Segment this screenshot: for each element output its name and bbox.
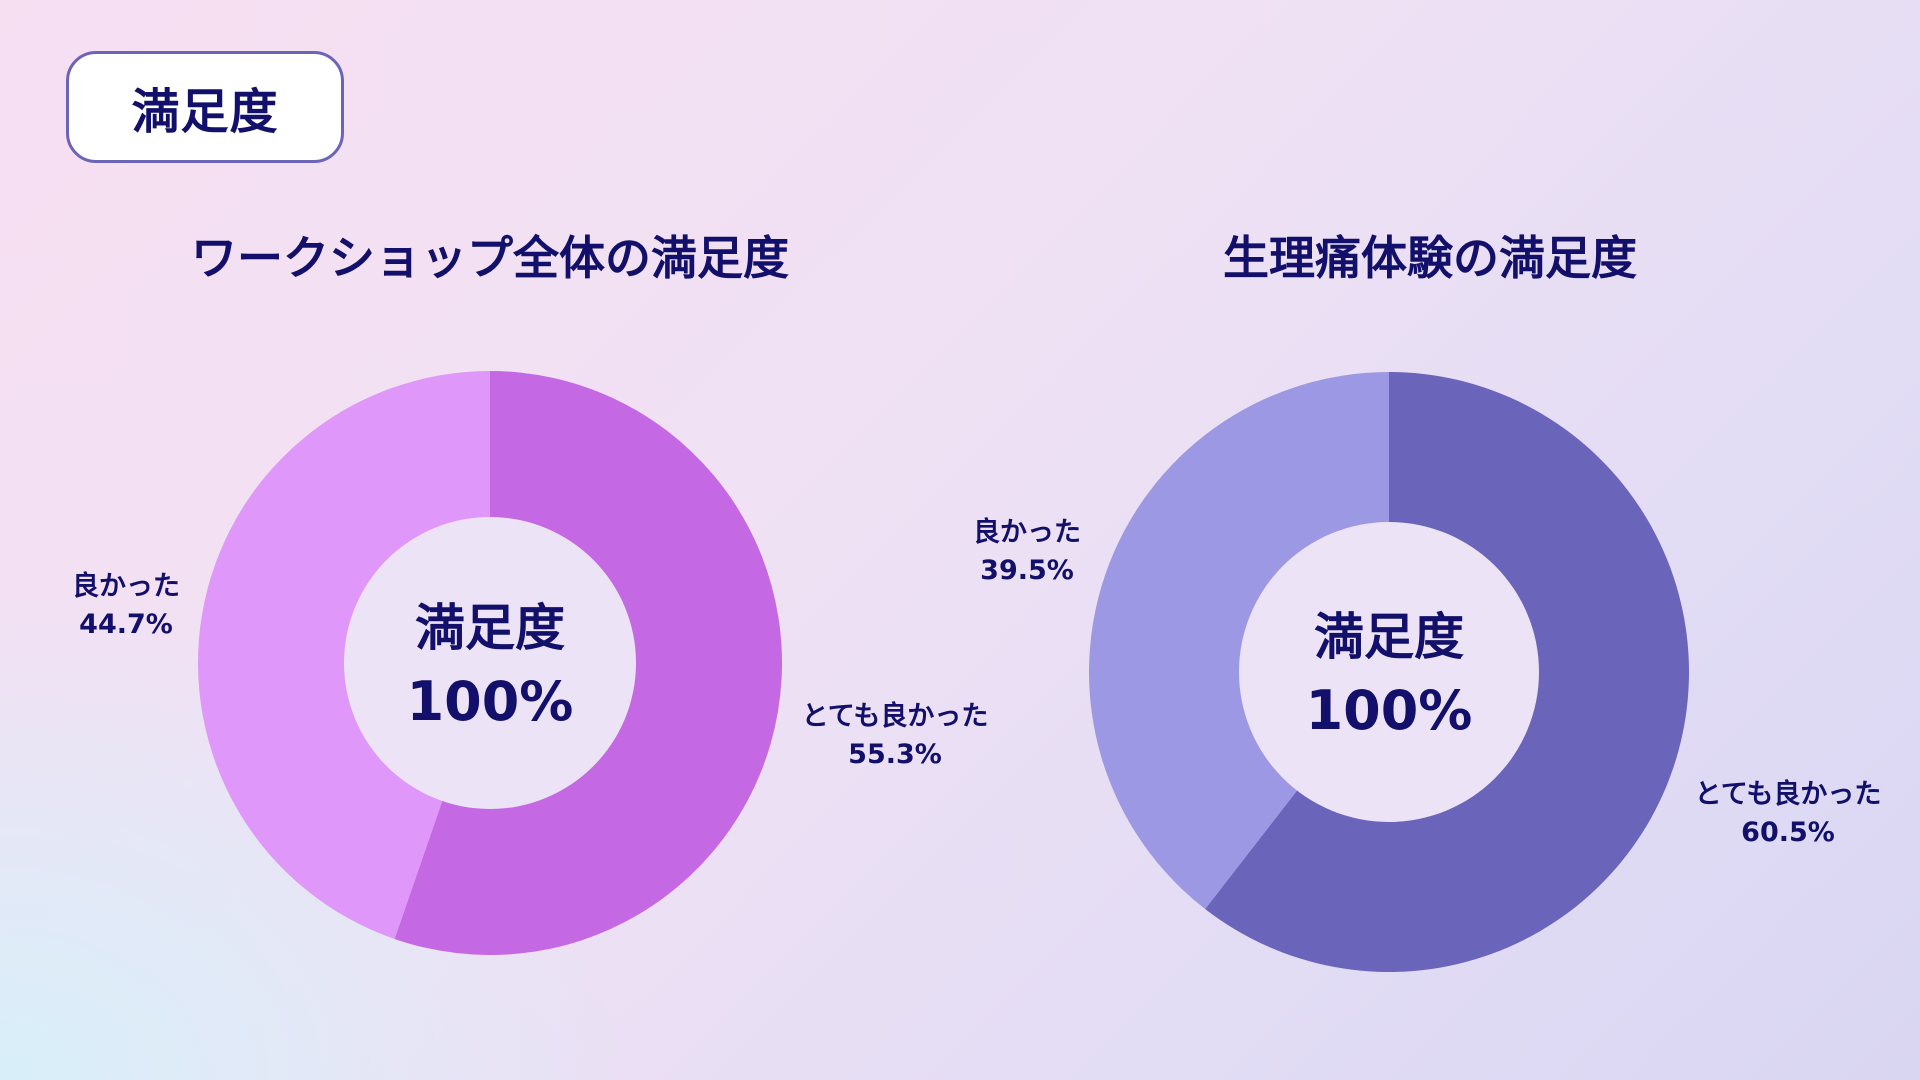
period-pain-donut-hole	[1239, 522, 1539, 822]
workshop-slice-very-good-label: とても良かった	[802, 700, 989, 732]
workshop-slice-good	[198, 371, 490, 939]
period-pain-slice-very-good-label: とても良かった	[1695, 778, 1882, 810]
workshop-slice-good-value: 44.7%	[79, 609, 173, 640]
chart-title-workshop: ワークショップ全体の満足度	[191, 231, 789, 285]
period-pain-center-label: 満足度	[1314, 608, 1464, 666]
chart-title-period-pain: 生理痛体験の満足度	[1223, 231, 1637, 285]
workshop-center-value: 100%	[407, 670, 574, 733]
period-pain-center-value: 100%	[1306, 679, 1473, 742]
workshop-slice-good-label: 良かった	[72, 570, 180, 602]
section-badge: 満足度	[66, 51, 344, 163]
workshop-donut-hole	[344, 517, 636, 809]
period-pain-slice-good	[1088, 372, 1389, 910]
period-pain-slice-good-value: 39.5%	[980, 555, 1074, 586]
workshop-slice-very-good-value: 55.3%	[848, 739, 942, 770]
section-label: 満足度	[131, 84, 279, 140]
workshop-center-label: 満足度	[415, 599, 565, 657]
period-pain-slice-good-label: 良かった	[973, 516, 1081, 548]
period-pain-slice-very-good-value: 60.5%	[1741, 817, 1835, 848]
